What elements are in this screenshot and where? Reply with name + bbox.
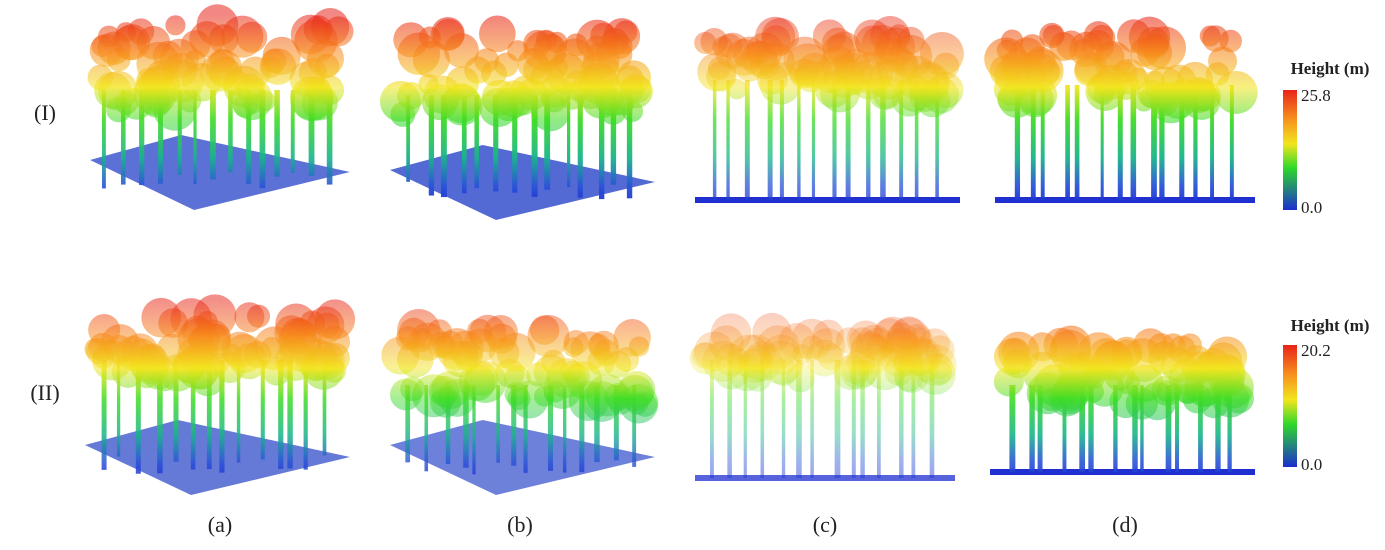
canopy — [994, 338, 1031, 375]
canopy — [813, 320, 844, 351]
column-label: (a) — [208, 512, 232, 537]
canopy — [1182, 351, 1215, 384]
canopy — [1019, 34, 1045, 60]
trunk — [726, 80, 729, 200]
row-label: (I) — [34, 100, 56, 125]
point-cloud-panels — [84, 4, 1257, 495]
column-label: (c) — [813, 512, 837, 537]
colorbar-title: Height (m) — [1291, 59, 1370, 78]
colorbar-title: Height (m) — [1291, 316, 1370, 335]
canopy — [694, 32, 716, 54]
canopy — [446, 66, 479, 99]
trunk — [713, 80, 716, 200]
canopy — [863, 346, 907, 390]
canopy — [823, 56, 864, 97]
canopy — [431, 17, 465, 51]
canopy — [1126, 388, 1158, 420]
canopy — [396, 326, 420, 350]
colorbar-min: 0.0 — [1301, 198, 1322, 217]
trunk — [797, 80, 800, 200]
canopy — [708, 57, 731, 80]
canopy — [247, 305, 270, 328]
canopy — [463, 328, 497, 362]
canopy — [116, 336, 151, 371]
canopy — [233, 93, 258, 118]
canopy — [390, 102, 415, 127]
canopy — [738, 348, 773, 383]
canopy — [86, 338, 112, 364]
canopy — [563, 330, 588, 355]
canopy — [296, 339, 337, 380]
canopy — [1161, 333, 1185, 357]
canopy — [1215, 71, 1258, 114]
colorbar — [1283, 345, 1297, 467]
trunk — [745, 80, 750, 200]
colorbar-max: 25.8 — [1301, 86, 1331, 105]
canopy — [324, 16, 354, 46]
canopy — [120, 88, 152, 120]
canopy — [1153, 91, 1174, 112]
canopy — [275, 304, 317, 346]
canopy — [182, 316, 214, 348]
ground — [695, 197, 960, 203]
canopy — [922, 76, 959, 113]
canopy — [873, 83, 899, 109]
canopy — [593, 339, 620, 366]
colorbar — [1283, 90, 1297, 210]
canopy — [546, 358, 586, 398]
canopy — [1138, 27, 1170, 59]
canopy — [783, 37, 826, 80]
canopy — [1093, 84, 1114, 105]
colorbar-min: 0.0 — [1301, 455, 1322, 474]
row-label: (II) — [30, 380, 59, 405]
trunk — [578, 95, 583, 198]
canopy — [128, 18, 155, 45]
canopy — [734, 51, 765, 82]
trunk — [1065, 85, 1070, 200]
canopy — [1048, 379, 1085, 416]
canopy — [165, 15, 185, 35]
canopy — [302, 84, 338, 120]
canopy — [600, 87, 625, 112]
trunk — [1009, 385, 1015, 472]
canopy — [529, 62, 564, 97]
ground — [85, 420, 350, 495]
page: (I) (II) (a) (b) (c) (d) Height (m) 25.8… — [0, 0, 1385, 550]
canopy — [185, 50, 206, 71]
canopy — [1043, 25, 1064, 46]
canopy — [1202, 25, 1228, 51]
canopy — [504, 382, 528, 406]
canopy — [481, 61, 507, 87]
canopy — [1017, 75, 1057, 115]
canopy — [629, 336, 649, 356]
canopy — [590, 23, 616, 49]
canopy — [315, 54, 339, 78]
canopy — [1094, 41, 1133, 80]
canopy — [176, 346, 220, 390]
trunk — [1075, 85, 1080, 200]
ground — [695, 475, 955, 481]
canopy — [792, 344, 812, 364]
canopy — [617, 375, 653, 411]
figure: (I) (II) (a) (b) (c) (d) Height (m) 25.8… — [0, 0, 1385, 550]
canopy — [727, 79, 747, 99]
canopy — [479, 88, 518, 127]
colorbar-max: 20.2 — [1301, 341, 1331, 360]
canopy — [1212, 366, 1254, 408]
column-label: (d) — [1112, 512, 1138, 537]
canopy — [315, 299, 355, 339]
canopy — [435, 331, 464, 360]
trunk — [210, 90, 216, 179]
canopy — [222, 343, 242, 363]
canopy — [1049, 330, 1090, 371]
canopy — [903, 324, 933, 354]
trunk — [812, 80, 815, 200]
column-label: (b) — [507, 512, 533, 537]
canopy — [239, 57, 271, 89]
canopy — [616, 65, 644, 93]
canopy — [412, 374, 455, 417]
